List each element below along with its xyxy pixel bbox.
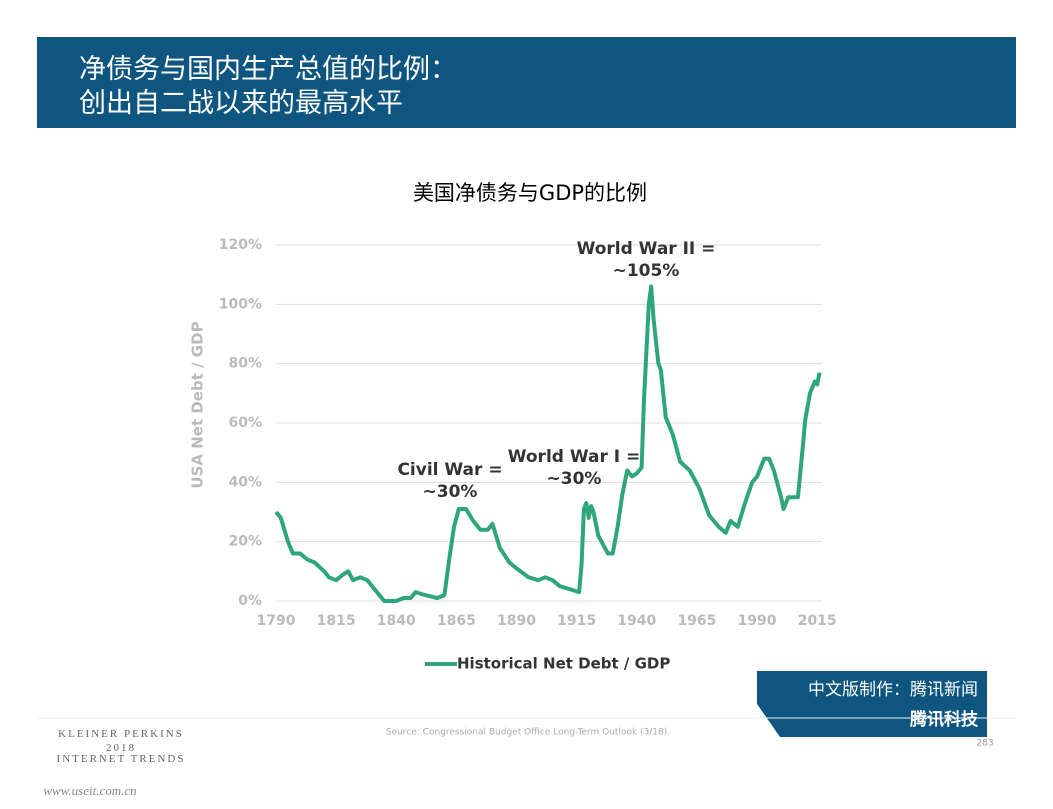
watermark: www.useit.com.cn [43,783,136,798]
badge-text: 腾讯科技 [910,709,979,730]
page-number: 283 [976,739,993,749]
annotation: ~30% [547,469,602,489]
x-tick-label: 1815 [317,613,356,629]
annotation: World War I = [508,447,641,467]
brand: INTERNET TRENDS [56,753,186,765]
source: Source: Congressional Budget Office Long… [386,728,670,738]
brand: KLEINER PERKINS [58,728,184,740]
annotation: ~105% [613,261,680,281]
x-tick-label: 1790 [257,613,296,629]
title-line: 创出自二战以来的最高水平 [79,88,403,119]
title-line: 净债务与国内生产总值的比例： [79,54,457,85]
y-tick-label: 40% [228,474,262,490]
annotation: World War II = [577,239,716,259]
x-tick-label: 1915 [557,613,596,629]
badge-text: 中文版制作：腾讯新闻 [808,680,978,700]
x-tick-label: 1840 [377,613,416,629]
brand: 2018 [106,742,136,754]
y-tick-label: 20% [228,534,262,550]
legend-label: Historical Net Debt / GDP [457,655,670,673]
x-tick-label: 1965 [677,613,716,629]
header: 净债务与国内生产总值的比例： 创出自二战以来的最高水平 [37,37,1016,128]
x-tick-label: 1990 [738,613,777,629]
x-tick-label: 2015 [798,613,837,629]
chart-title: 美国净债务与GDP的比例 [413,181,647,205]
annotation: Civil War = [397,460,502,480]
x-tick-label: 1890 [497,613,536,629]
annotation: ~30% [423,482,478,502]
y-axis-label: USA Net Debt / GDP [189,321,207,488]
y-tick-label: 100% [219,296,262,312]
y-tick-label: 80% [228,356,262,372]
badge [757,671,987,737]
data-line [274,284,822,603]
y-tick-label: 0% [238,593,262,609]
y-tick-label: 120% [219,237,262,253]
y-tick-label: 60% [228,415,262,431]
x-tick-label: 1865 [437,613,476,629]
x-tick-label: 1940 [617,613,656,629]
